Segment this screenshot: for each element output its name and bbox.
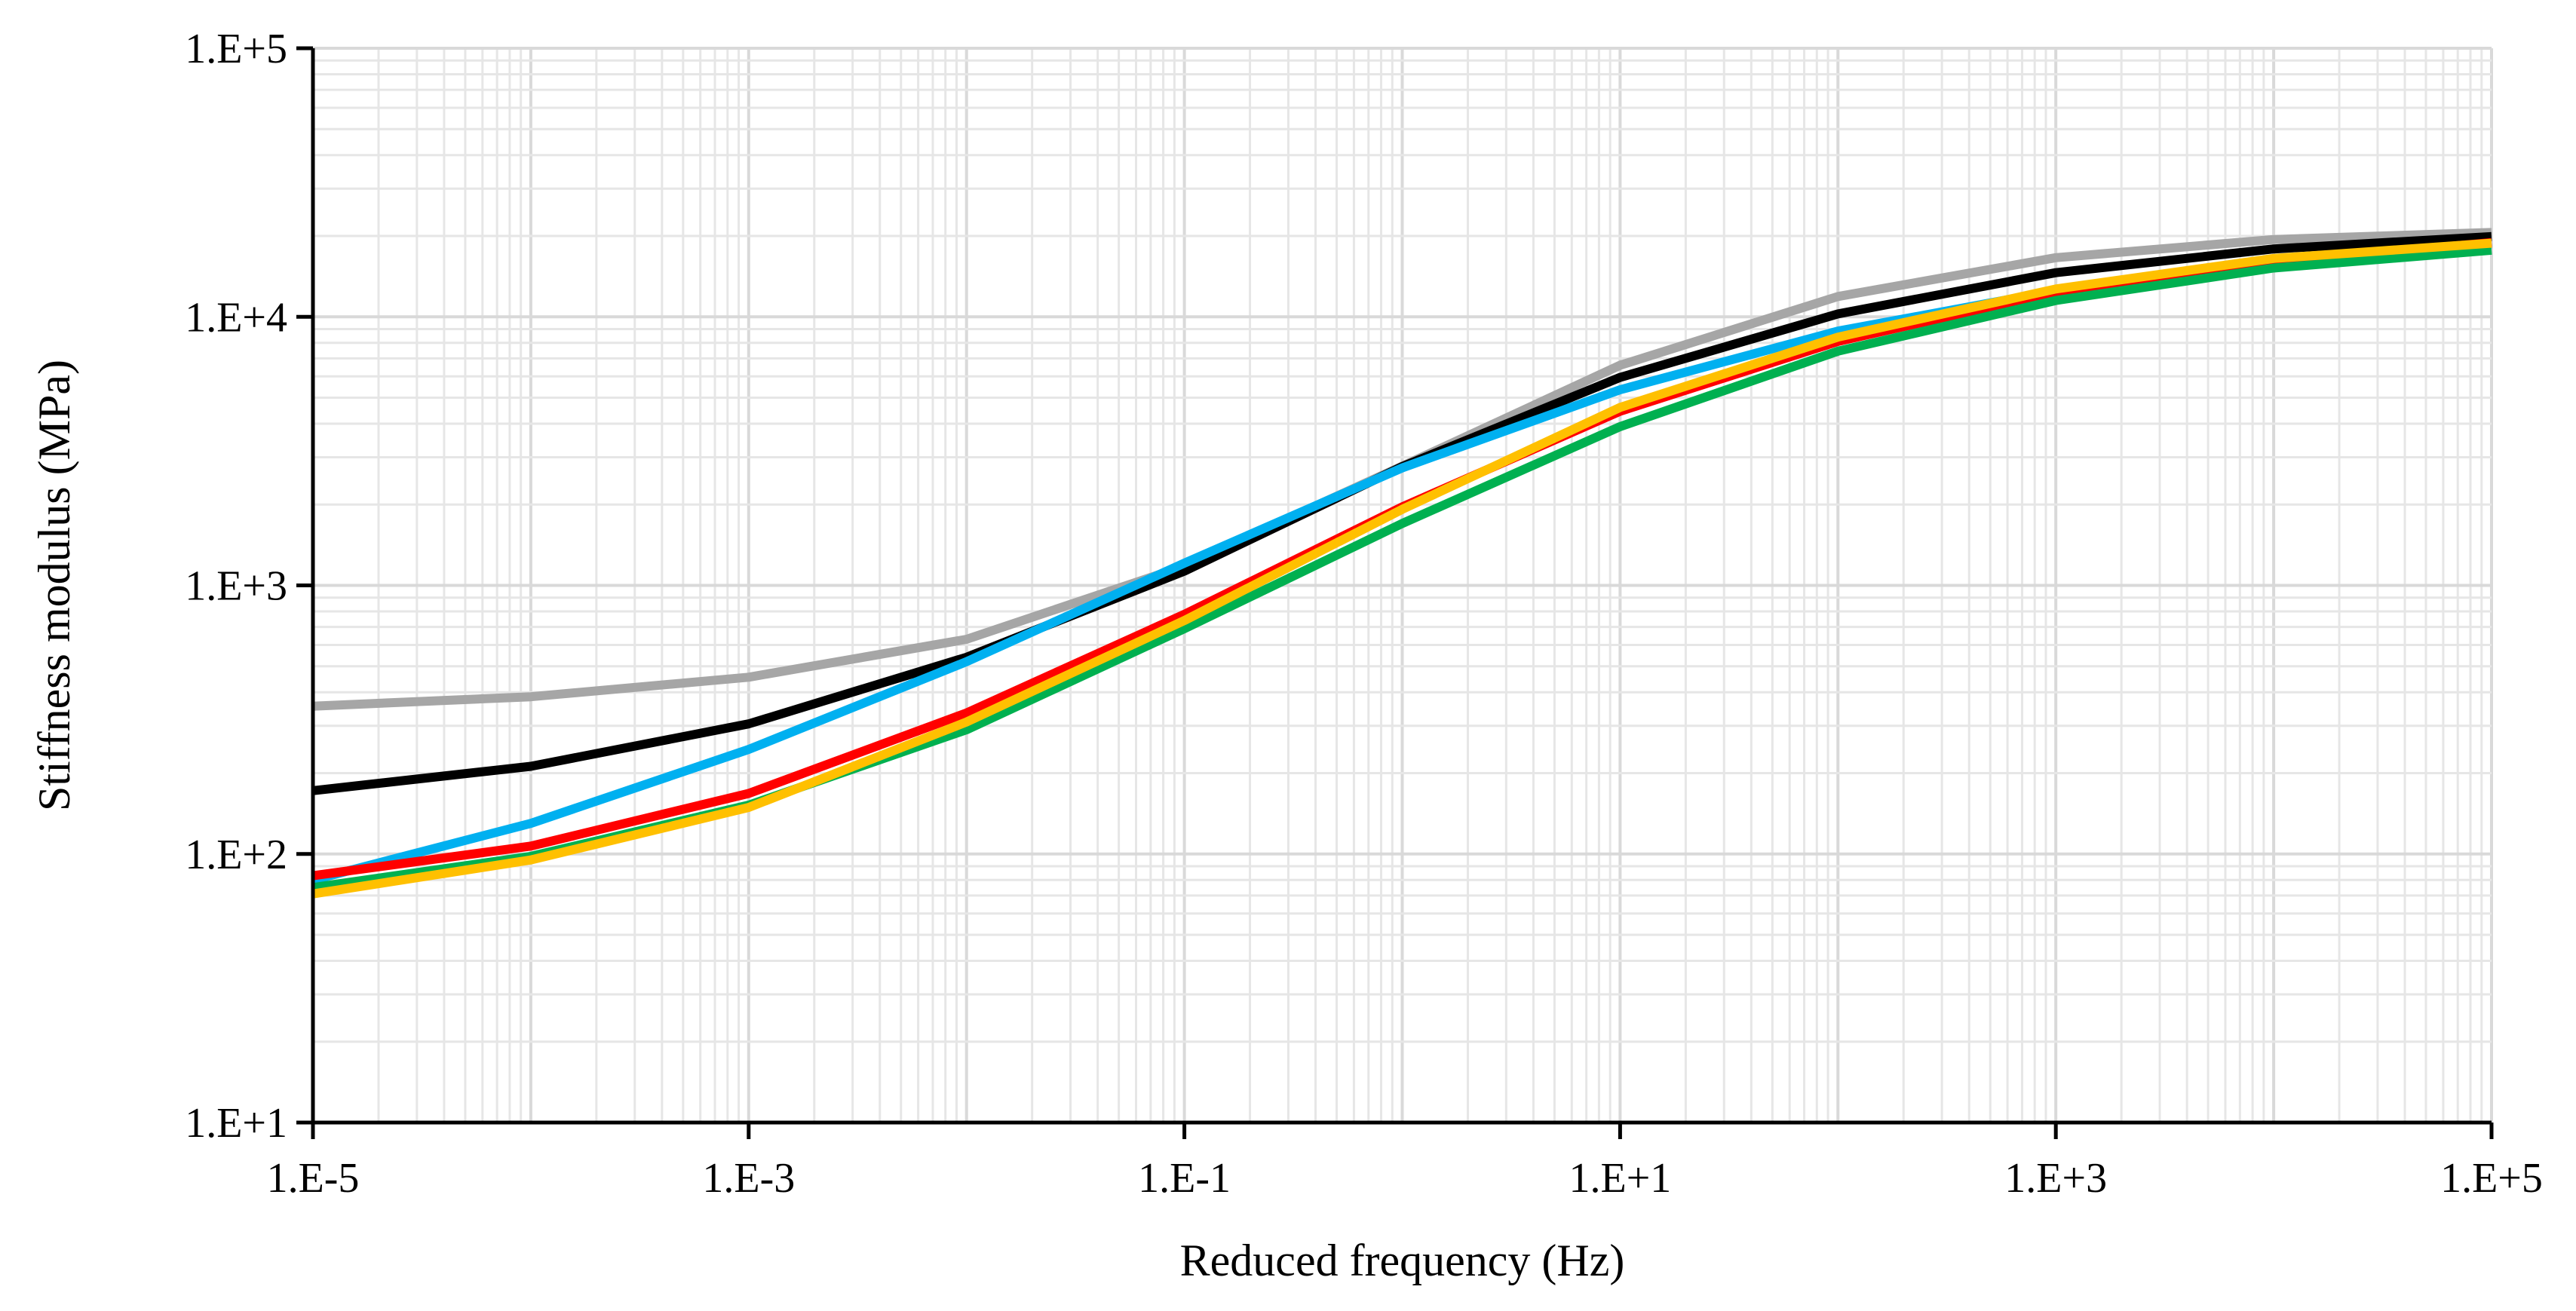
series-line-6 bbox=[312, 238, 2492, 899]
y-tick-label: 1.E+3 bbox=[185, 563, 287, 610]
series-group bbox=[311, 228, 2492, 899]
y-tick-label: 1.E+1 bbox=[185, 1100, 287, 1147]
y-tick-label: 1.E+2 bbox=[185, 832, 287, 878]
x-tick-label: 1.E+3 bbox=[2004, 1155, 2107, 1202]
x-axis-title: Reduced frequency (Hz) bbox=[1180, 1236, 1625, 1285]
x-tick-label: 1.E-1 bbox=[1138, 1155, 1231, 1202]
y-tick-label: 1.E+5 bbox=[185, 26, 287, 72]
x-tick-label: 1.E+1 bbox=[1569, 1155, 1672, 1202]
x-tick-label: 1.E-5 bbox=[267, 1155, 360, 1202]
x-tick-label: 1.E+5 bbox=[2440, 1155, 2543, 1202]
x-tick-label: 1.E-3 bbox=[702, 1155, 795, 1202]
tick-labels: 1.E+1 1.E+2 1.E+3 1.E+4 1.E+5 1.E-5 1.E-3 1.E-1… bbox=[185, 26, 2543, 1202]
grid bbox=[311, 47, 2493, 1124]
y-tick-label: 1.E+4 bbox=[185, 294, 287, 341]
axes bbox=[296, 46, 2494, 1139]
y-axis-title: Stiffness modulus (MPa) bbox=[29, 360, 79, 811]
